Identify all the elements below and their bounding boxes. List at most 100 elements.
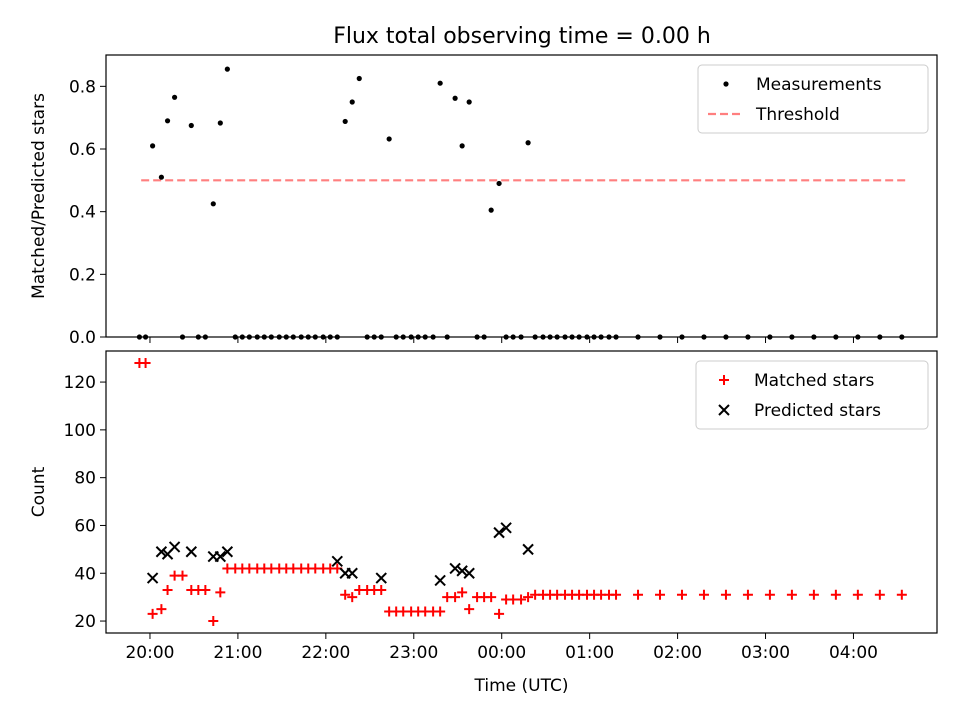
legend-label: Predicted stars — [754, 401, 881, 421]
matched-stars-point — [830, 589, 841, 600]
measurement-point — [150, 143, 156, 149]
measurement-point — [342, 118, 348, 125]
predicted-stars-point — [375, 572, 387, 584]
x-tick-label: 02:00 — [653, 643, 702, 663]
y-tick-label: 0.4 — [69, 203, 96, 223]
legend-predicted-marker — [718, 404, 730, 416]
matched-stars-point — [764, 589, 775, 600]
predicted-stars-point — [493, 526, 505, 539]
predicted-stars-point — [434, 574, 446, 587]
matched-stars-point — [742, 589, 753, 600]
measurement-point — [171, 94, 178, 100]
y-tick-label: 80 — [74, 469, 96, 489]
measurement-point — [217, 120, 223, 126]
matched-stars-point — [494, 608, 505, 619]
y-tick-label: 0.2 — [69, 265, 96, 285]
measurement-point — [188, 122, 194, 129]
y-tick-label: 0.8 — [69, 77, 96, 97]
matched-stars-point — [450, 592, 461, 603]
measurement-point — [452, 95, 458, 101]
legend-measurements-marker — [723, 81, 729, 87]
matched-stars-point — [486, 592, 497, 603]
measurement-point — [349, 99, 355, 105]
x-tick-label: 21:00 — [213, 643, 262, 663]
y-tick-label: 60 — [74, 516, 96, 536]
x-tick-label: 04:00 — [829, 643, 878, 663]
top-panel-matched-ratio: 0.0 0.2 0.4 0.6 0.8 Matched/Predicted stars Me… — [29, 54, 938, 348]
measurement-point — [224, 66, 230, 72]
predicted-stars-point — [146, 572, 159, 584]
matched-stars-point — [523, 592, 534, 603]
bottom-panel-star-counts: 20 40 60 80 100 120 20:00 21:00 22:00 23:00 00:00 0… — [29, 350, 938, 696]
matched-stars-point — [874, 589, 885, 600]
matched-stars-point — [215, 587, 226, 598]
predicted-stars-point — [168, 541, 181, 553]
measurement-point — [525, 140, 531, 146]
measurement-point — [488, 207, 494, 213]
predicted-stars-point — [500, 522, 512, 534]
matched-stars-point — [464, 604, 475, 615]
predicted-stars-point — [449, 562, 461, 575]
measurement-point — [459, 143, 465, 149]
matched-stars-point — [655, 589, 665, 600]
measurement-point — [356, 75, 362, 82]
y-tick-label: 40 — [74, 564, 96, 584]
measurement-point — [164, 118, 171, 124]
predicted-stars-point — [214, 550, 227, 563]
legend-label: Threshold — [755, 105, 840, 125]
matched-stars-point — [347, 592, 358, 603]
x-tick-label: 22:00 — [301, 643, 350, 663]
measurement-point — [158, 174, 164, 180]
x-tick-label: 20:00 — [125, 643, 174, 663]
matched-stars-point — [147, 608, 158, 619]
legend-label: Matched stars — [754, 371, 874, 391]
matched-stars-point — [435, 606, 446, 617]
matched-stars-point — [611, 589, 622, 600]
matched-stars-point — [808, 589, 819, 600]
x-tick-label: 03:00 — [741, 643, 790, 663]
x-tick-label: 23:00 — [389, 643, 438, 663]
x-axis-label: Time (UTC) — [474, 676, 569, 696]
y-tick-label: 20 — [74, 612, 96, 632]
predicted-stars-point — [185, 546, 198, 558]
y-tick-label: 120 — [64, 373, 96, 393]
matched-stars-point — [162, 584, 173, 595]
predicted-stars-point — [331, 555, 343, 568]
measurement-point — [437, 80, 443, 86]
y-axis-label: Count — [29, 466, 49, 517]
x-tick-label: 00:00 — [477, 643, 526, 663]
matched-stars-point — [340, 589, 351, 600]
measurement-point — [496, 180, 502, 187]
matched-stars-point — [208, 616, 219, 627]
predicted-stars-point — [346, 567, 358, 579]
legend-box — [695, 360, 929, 430]
legend-box — [697, 64, 929, 134]
measurement-point — [466, 99, 472, 105]
legend-label: Measurements — [756, 75, 882, 95]
predicted-stars-point — [155, 546, 168, 558]
matched-stars-point — [852, 589, 863, 600]
predicted-stars-point — [463, 567, 475, 579]
matched-stars-point — [177, 570, 188, 581]
predicted-stars-point — [221, 546, 234, 558]
matched-stars-point — [376, 584, 387, 595]
predicted-stars-point — [522, 543, 534, 556]
matched-stars-point — [516, 594, 527, 605]
y-axis-label: Matched/Predicted stars — [29, 93, 49, 299]
matched-stars-point — [896, 589, 907, 600]
x-tick-label: 01:00 — [565, 643, 614, 663]
axes-frame — [105, 54, 938, 338]
matched-stars-point — [457, 587, 468, 598]
predicted-stars-point — [456, 565, 468, 577]
matched-stars-point — [200, 584, 211, 595]
y-tick-label: 0.6 — [69, 140, 96, 160]
legend-matched-marker — [719, 375, 729, 385]
matched-stars-point — [676, 589, 687, 600]
matched-stars-point — [140, 357, 151, 368]
matched-stars-point — [633, 589, 644, 600]
y-tick-label: 100 — [64, 421, 96, 441]
matched-stars-point — [720, 589, 731, 600]
y-tick-label: 0.0 — [69, 328, 96, 348]
measurement-point — [210, 201, 216, 207]
